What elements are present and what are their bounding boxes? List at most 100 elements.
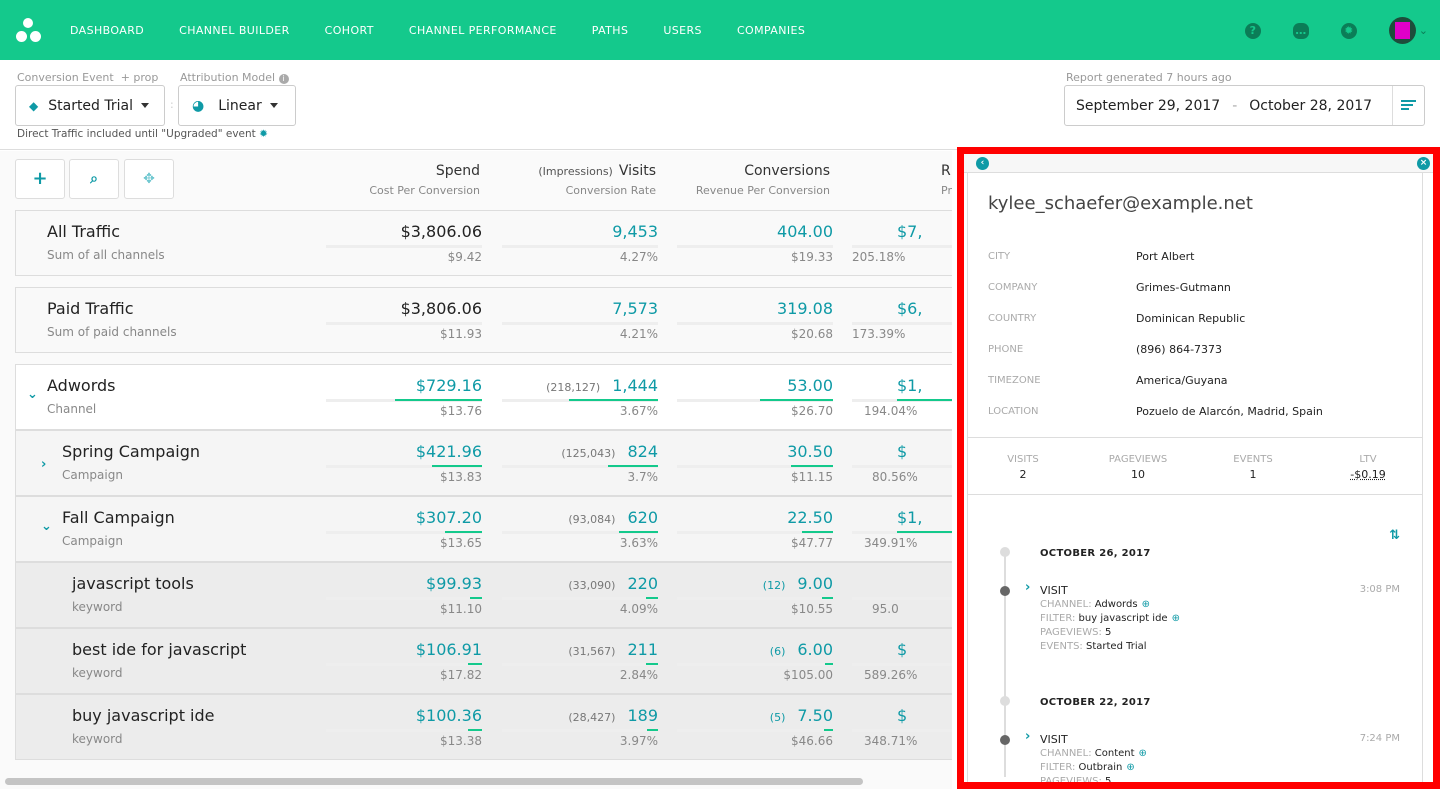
value-visits[interactable]: (218,127) 1,444 bbox=[546, 376, 658, 395]
event-type[interactable]: VISIT bbox=[1040, 733, 1068, 746]
event-type[interactable]: VISIT bbox=[1040, 584, 1068, 597]
value-visits[interactable]: (33,090) 220 bbox=[568, 574, 658, 593]
chevron-right-icon[interactable]: › bbox=[1025, 729, 1031, 744]
nav-users[interactable]: USERS bbox=[663, 23, 702, 37]
attribution-model-select[interactable]: ◕ Linear bbox=[178, 85, 296, 126]
value-conversions[interactable]: 404.00 bbox=[777, 222, 833, 241]
table-row[interactable]: Fall Campaign Campaign ⌄ $307.20 $13.65 (93,0… bbox=[15, 496, 952, 562]
value-visits[interactable]: (28,427) 189 bbox=[568, 706, 658, 725]
table-row[interactable]: Adwords Channel ⌄ $729.16 $13.76 (218,127) 1,4… bbox=[15, 364, 952, 430]
value-conversions-text: 30.50 bbox=[787, 442, 833, 461]
value-conversions[interactable]: (6) 6.00 bbox=[770, 640, 833, 659]
chat-icon[interactable]: … bbox=[1292, 22, 1309, 39]
value-rpc: $105.00 bbox=[783, 668, 833, 682]
value-spend[interactable]: $100.36 bbox=[416, 706, 482, 725]
gear-icon[interactable]: ✹ bbox=[259, 128, 268, 140]
value-conversions[interactable]: 30.50 bbox=[787, 442, 833, 461]
fill-bar bbox=[825, 663, 833, 665]
value-revenue[interactable]: $1, bbox=[897, 376, 922, 395]
zoom-in-icon[interactable]: ⊕ bbox=[1171, 613, 1180, 624]
sort-icon[interactable]: ⇅ bbox=[1389, 528, 1400, 543]
nav-companies[interactable]: COMPANIES bbox=[736, 23, 806, 37]
value-visits[interactable]: 9,453 bbox=[612, 222, 658, 241]
stat-ltv: LTV -$0.19 bbox=[1318, 454, 1418, 481]
value-conversions[interactable]: (12) 9.00 bbox=[763, 574, 833, 593]
conversion-event-label: Conversion Event bbox=[17, 71, 114, 84]
help-icon[interactable]: ? bbox=[1244, 22, 1261, 39]
cell-visits: (93,084) 620 3.63% bbox=[502, 497, 658, 561]
event-field: PAGEVIEWS: 5 bbox=[1040, 775, 1111, 782]
table-row[interactable]: Paid Traffic Sum of paid channels $3,806.0… bbox=[15, 287, 952, 353]
chevron-down-icon[interactable]: ⌄ bbox=[41, 519, 52, 534]
move-button[interactable]: ✥ bbox=[124, 159, 174, 199]
value-spend[interactable]: $3,806.06 bbox=[401, 222, 482, 241]
chevron-right-icon[interactable]: › bbox=[1025, 580, 1031, 595]
count-conv_count: (12) bbox=[762, 579, 786, 592]
search-button[interactable]: ⌕ bbox=[69, 159, 119, 199]
value-spend[interactable]: $3,806.06 bbox=[401, 299, 482, 318]
date-options-icon[interactable] bbox=[1392, 86, 1424, 125]
value-revenue[interactable]: $7, bbox=[897, 222, 922, 241]
table-row[interactable]: best ide for javascript keyword $106.91 $17… bbox=[15, 628, 952, 694]
fill-bar bbox=[823, 729, 833, 731]
value-spend[interactable]: $307.20 bbox=[416, 508, 482, 527]
value-roi: 349.91% bbox=[864, 536, 918, 550]
value-conversions[interactable]: 319.08 bbox=[777, 299, 833, 318]
count-impr: (218,127) bbox=[546, 381, 601, 394]
add-prop-link[interactable]: + prop bbox=[120, 71, 159, 84]
value-visits[interactable]: (31,567) 211 bbox=[568, 640, 658, 659]
value-spend[interactable]: $729.16 bbox=[416, 376, 482, 395]
date-range-picker[interactable]: September 29, 2017 - October 28, 2017 bbox=[1064, 85, 1425, 126]
header-visits[interactable]: (Impressions) Visits Conversion Rate bbox=[538, 163, 656, 197]
value-spend[interactable]: $106.91 bbox=[416, 640, 482, 659]
user-menu[interactable]: ⌄ bbox=[1388, 17, 1428, 44]
value-revenue[interactable]: $6, bbox=[897, 299, 922, 318]
nav-channel-builder[interactable]: CHANNEL BUILDER bbox=[179, 23, 290, 37]
chevron-down-icon[interactable]: ⌄ bbox=[27, 387, 38, 402]
header-spend[interactable]: Spend Cost Per Conversion bbox=[369, 163, 480, 197]
zoom-in-icon[interactable]: ⊕ bbox=[1126, 762, 1135, 773]
close-icon[interactable]: × bbox=[1417, 157, 1430, 170]
value-visits[interactable]: 7,573 bbox=[612, 299, 658, 318]
value-conversions[interactable]: (5) 7.50 bbox=[770, 706, 833, 725]
value-spend[interactable]: $99.93 bbox=[426, 574, 482, 593]
value-revenue[interactable]: $ bbox=[897, 442, 907, 461]
value-conversions[interactable]: 53.00 bbox=[787, 376, 833, 395]
value-revenue[interactable]: $ bbox=[897, 706, 907, 725]
chevron-right-icon[interactable]: › bbox=[41, 457, 47, 472]
value-rate: 4.27% bbox=[619, 250, 658, 264]
value-revenue[interactable]: $1, bbox=[897, 508, 922, 527]
add-button[interactable]: + bbox=[15, 159, 65, 199]
info-icon[interactable]: i bbox=[278, 74, 289, 84]
value-spend[interactable]: $421.96 bbox=[416, 442, 482, 461]
table-row[interactable]: Spring Campaign Campaign › $421.96 $13.83 (12… bbox=[15, 430, 952, 496]
value-conversions-text: 6.00 bbox=[797, 640, 833, 659]
value-visits[interactable]: (125,043) 824 bbox=[561, 442, 658, 461]
nav-dashboard[interactable]: DASHBOARD bbox=[70, 23, 145, 37]
table-row[interactable]: All Traffic Sum of all channels $3,806.06 $… bbox=[15, 210, 952, 276]
zoom-in-icon[interactable]: ⊕ bbox=[1141, 599, 1150, 610]
horizontal-scrollbar[interactable] bbox=[5, 778, 863, 785]
fill-bar bbox=[467, 663, 482, 665]
fill-bar bbox=[822, 597, 833, 599]
zoom-in-icon[interactable]: ⊕ bbox=[1138, 748, 1147, 759]
header-conversions[interactable]: Conversions Revenue Per Conversion bbox=[695, 163, 830, 197]
fill-bar bbox=[790, 465, 833, 467]
back-icon[interactable]: ‹ bbox=[976, 157, 989, 170]
table-row[interactable]: javascript tools keyword $99.93 $11.10 (33,0… bbox=[15, 562, 952, 628]
value-visits[interactable]: (93,084) 620 bbox=[568, 508, 658, 527]
nav-cohort[interactable]: COHORT bbox=[324, 23, 374, 37]
app-logo[interactable] bbox=[15, 16, 43, 44]
table-row[interactable]: buy javascript ide keyword $100.36 $13.38 (2… bbox=[15, 694, 952, 760]
gear-icon[interactable]: ✹ bbox=[1340, 22, 1357, 39]
caret-down-icon bbox=[141, 103, 149, 108]
timeline-date: OCTOBER 22, 2017 bbox=[1040, 697, 1151, 708]
value-cpc: $13.38 bbox=[440, 734, 482, 748]
nav-paths[interactable]: PATHS bbox=[591, 23, 629, 37]
header-revenue[interactable]: R Pr bbox=[941, 163, 952, 197]
conversion-event-select[interactable]: ◆ Started Trial bbox=[15, 85, 165, 126]
value-revenue[interactable]: $ bbox=[897, 640, 907, 659]
stat-value: 2 bbox=[1019, 468, 1027, 481]
nav-channel-performance[interactable]: CHANNEL PERFORMANCE bbox=[408, 23, 557, 37]
value-conversions[interactable]: 22.50 bbox=[787, 508, 833, 527]
